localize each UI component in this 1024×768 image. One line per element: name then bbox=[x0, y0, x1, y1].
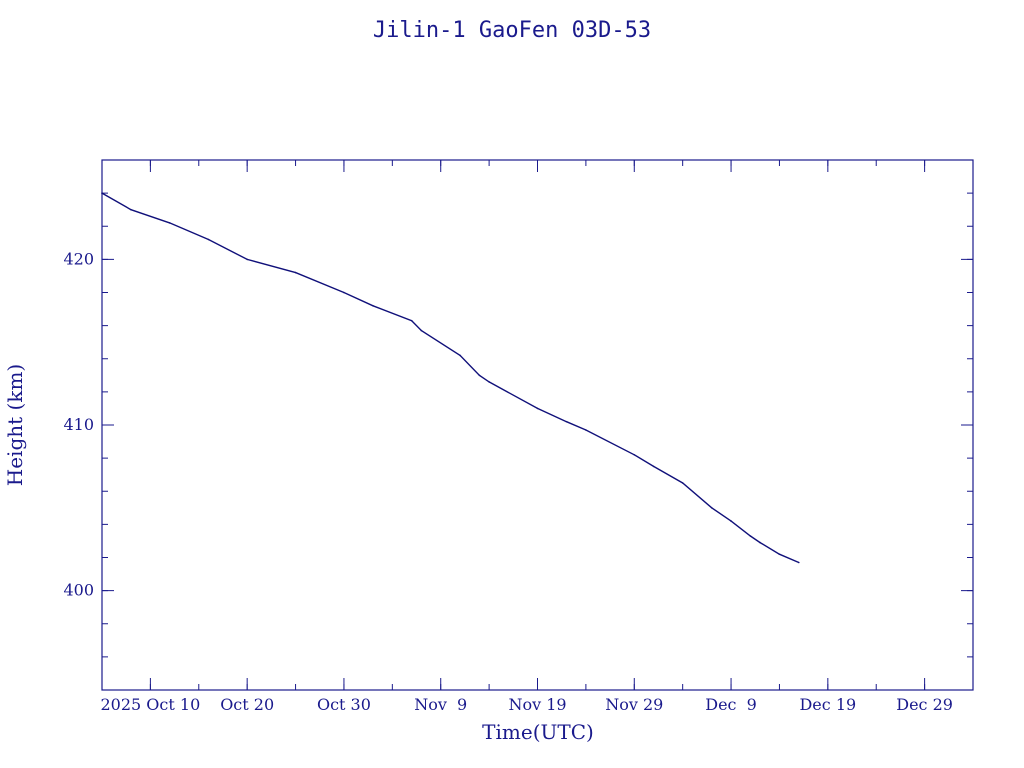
x-tick-label: Nov 19 bbox=[508, 695, 566, 714]
data-point bbox=[798, 561, 800, 564]
data-point bbox=[585, 429, 587, 431]
x-tick-label: Dec 9 bbox=[705, 695, 757, 714]
data-point bbox=[459, 354, 461, 357]
x-tick-label: Nov 9 bbox=[414, 695, 467, 714]
tick-labels: 2025 Oct 10 Oct 20 Oct 30 Nov 9 Nov 19 Nov 29… bbox=[63, 249, 953, 714]
data-point bbox=[246, 258, 248, 261]
data-points bbox=[101, 192, 800, 564]
y-tick-label: 410 bbox=[63, 415, 94, 434]
data-point bbox=[710, 507, 713, 509]
y-tick-label: 400 bbox=[63, 581, 94, 600]
data-point bbox=[652, 465, 655, 468]
y-axis-label: Height (km) bbox=[3, 364, 27, 486]
x-tick-label: Dec 19 bbox=[799, 695, 856, 714]
data-point bbox=[168, 222, 171, 224]
data-point bbox=[372, 305, 374, 307]
data-point bbox=[681, 482, 684, 484]
data-point bbox=[478, 374, 481, 377]
x-axis-label: Time(UTC) bbox=[482, 720, 594, 744]
data-point bbox=[101, 192, 103, 194]
y-tick-label: 420 bbox=[63, 249, 94, 268]
data-point bbox=[207, 238, 210, 241]
data-point bbox=[749, 535, 752, 537]
data-point bbox=[565, 420, 568, 423]
data-point bbox=[130, 208, 132, 211]
data-point bbox=[759, 541, 761, 544]
x-tick-label: Oct 20 bbox=[220, 695, 274, 714]
data-point bbox=[410, 319, 413, 322]
x-tick-label: Nov 29 bbox=[605, 695, 663, 714]
data-point bbox=[420, 329, 423, 332]
data-point bbox=[343, 291, 345, 294]
tick-marks bbox=[101, 159, 974, 691]
data-point bbox=[536, 407, 539, 410]
data-point bbox=[294, 271, 297, 274]
x-tick-label: Oct 30 bbox=[317, 695, 371, 714]
x-tick-label: Dec 29 bbox=[896, 695, 953, 714]
data-point bbox=[778, 553, 781, 555]
data-point bbox=[488, 381, 490, 383]
plot-frame bbox=[101, 159, 974, 691]
series-line bbox=[101, 192, 800, 564]
x-tick-label: 2025 Oct 10 bbox=[101, 695, 201, 714]
data-point bbox=[730, 520, 732, 522]
chart-title: Jilin-1 GaoFen 03D-53 bbox=[373, 18, 651, 43]
data-point bbox=[633, 454, 636, 456]
